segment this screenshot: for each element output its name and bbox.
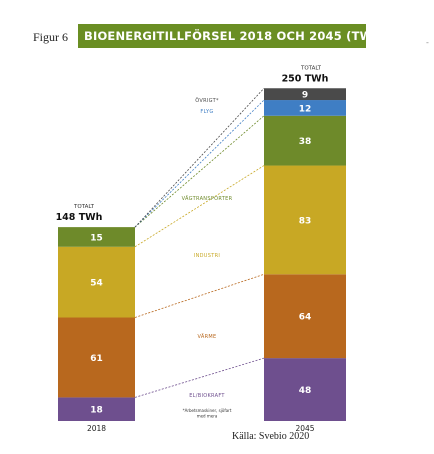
series-label: FLYG — [200, 109, 213, 115]
leader-line-2 — [134, 165, 265, 248]
bar-value-label: 61 — [90, 354, 103, 364]
series-label: VÄRME — [198, 333, 217, 340]
bar-value-label: 38 — [299, 137, 312, 147]
bar-value-label: 15 — [90, 233, 103, 243]
figure-label: Figur 6 — [33, 30, 69, 44]
chart-title: BIOENERGITILLFÖRSEL 2018 OCH 2045 (TWh) — [78, 24, 366, 48]
total-caption: TOTALT — [73, 204, 95, 210]
bar-value-label: 64 — [299, 313, 312, 323]
footnote-line: med mera — [197, 414, 218, 419]
x-tick-label: 2045 — [295, 424, 314, 433]
corner-mark: - — [426, 38, 429, 47]
bar-segment-2045-3 — [264, 115, 346, 166]
series-label: ÖVRIGT* — [195, 97, 219, 104]
series-label: EL/BIOKRAFT — [189, 393, 225, 399]
bar-segment-2018-3 — [58, 227, 135, 247]
bar-value-label: 18 — [90, 406, 103, 416]
footnote-line: *Arbetsmaskiner, sjöfart — [183, 408, 232, 413]
bar-value-label: 48 — [299, 386, 312, 396]
leader-line-1 — [134, 273, 265, 318]
bar-value-label: 83 — [299, 216, 312, 226]
series-label: VÄGTRANSPORTER — [182, 195, 233, 202]
bar-segment-2018-2 — [58, 246, 135, 318]
leader-line-0 — [134, 357, 265, 398]
bar-segment-2045-2 — [264, 165, 346, 275]
source-note: Källa: Svebio 2020 — [232, 431, 310, 442]
bar-segment-2045-0 — [264, 358, 346, 421]
bar-segment-2018-0 — [58, 397, 135, 421]
bar-value-label: 54 — [90, 279, 103, 289]
x-tick-label: 2018 — [87, 424, 106, 433]
leader-line-4 — [134, 99, 265, 228]
total-value: 250 TWh — [282, 73, 329, 84]
bar-segment-2045-5 — [264, 88, 346, 101]
bar-value-label: 9 — [302, 91, 308, 101]
total-caption: TOTALT — [300, 65, 322, 71]
bar-segment-2018-1 — [58, 317, 135, 398]
bar-segment-2045-1 — [264, 274, 346, 359]
total-value: 148 TWh — [56, 212, 103, 223]
series-label: INDUSTRI — [194, 253, 220, 259]
bar-segment-2045-4 — [264, 100, 346, 116]
leader-line-5 — [134, 87, 265, 228]
bar-value-label: 12 — [299, 104, 312, 114]
leader-line-3 — [134, 115, 265, 228]
